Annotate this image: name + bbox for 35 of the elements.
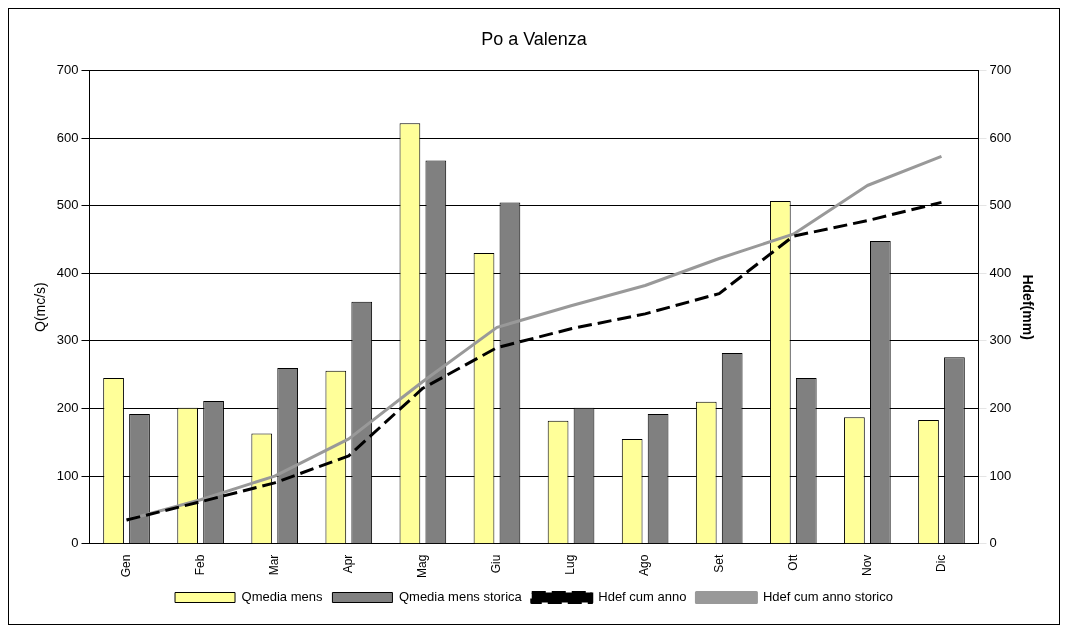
legend-label: Qmedia mens storica [398,589,523,605]
x-tick-label: Ago [637,554,652,577]
y-tick-label: 300 [56,332,79,348]
y2-tick-label: 300 [989,332,1012,348]
x-tick-label: Lug [563,554,578,575]
x-tick-label: Mar [267,554,282,576]
x-tick-label: Dic [933,554,948,572]
x-tick-label: Set [711,553,726,573]
x-tick-label: Ott [785,554,800,571]
y-tick-label: 200 [56,400,79,416]
y2-axis-title: Hdef(mm) [1019,274,1036,340]
y-tick-label: 0 [71,535,79,551]
y2-tick-label: 200 [989,400,1012,416]
y-axis-title: Q(mc/s) [32,282,49,333]
y2-tick-label: 100 [989,467,1012,483]
y-tick-label: 600 [56,129,79,145]
y2-tick-label: 0 [989,535,997,551]
y-tick-label: 700 [56,62,79,78]
legend-label: Qmedia mens [241,589,323,605]
y2-tick-label: 600 [989,129,1012,145]
x-tick-label: Mag [415,554,430,578]
legend-label: Hdef cum anno storico [762,589,893,605]
y-tick-label: 500 [56,197,79,213]
legend-label: Hdef cum anno [598,589,687,605]
y-tick-label: 100 [56,467,79,483]
y2-tick-label: 500 [989,197,1012,213]
x-tick-label: Giu [489,554,504,574]
chart-title: Po a Valenza [481,28,588,49]
y2-tick-label: 400 [989,264,1012,280]
x-tick-label: Nov [859,554,874,576]
x-tick-label: Apr [341,554,356,574]
y-tick-label: 400 [56,264,79,280]
x-tick-label: Feb [192,554,207,576]
y2-tick-label: 700 [989,62,1012,78]
x-tick-label: Gen [118,554,133,578]
